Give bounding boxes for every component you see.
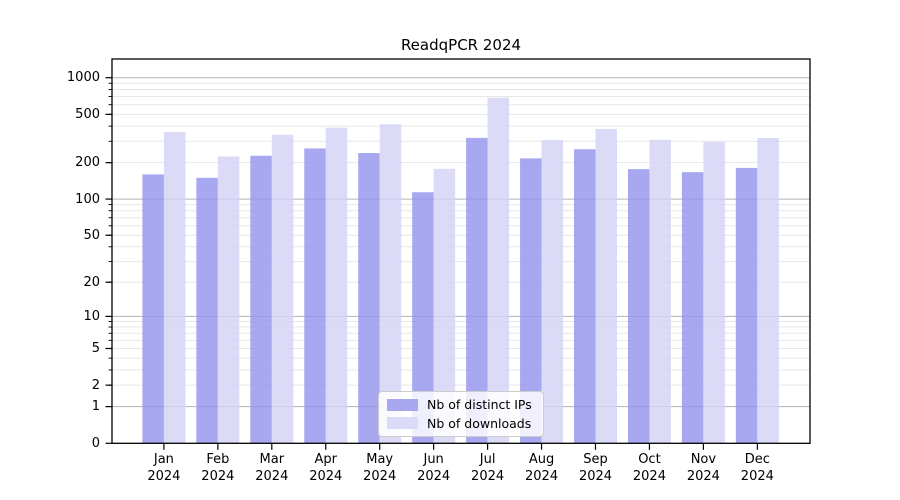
bar-ips-oct	[627, 169, 650, 444]
bar-downloads-jun	[433, 168, 456, 444]
bar-ips-sep	[574, 149, 596, 444]
bar-downloads-aug	[541, 140, 564, 444]
y-tick-label-0: 0	[91, 435, 100, 451]
x-tick-label-jan: Jan 2024	[147, 452, 181, 484]
legend-item-downloads: Nb of downloads	[387, 416, 535, 431]
x-tick-label-jul: Jul 2024	[471, 452, 505, 484]
x-tick-label-aug: Aug 2024	[525, 452, 559, 484]
bar-ips-may	[358, 153, 380, 444]
x-tick-label-dec: Dec 2024	[740, 452, 774, 484]
y-tick-label-100: 100	[75, 191, 100, 207]
bar-ips-mar	[250, 155, 272, 444]
bar-downloads-may	[379, 124, 402, 444]
bar-downloads-sep	[595, 128, 617, 444]
y-tick-label-10: 10	[83, 308, 100, 324]
x-tick-label-apr: Apr 2024	[309, 452, 343, 484]
legend-swatch-distinct-ips	[387, 398, 418, 411]
y-tick-label-2: 2	[91, 377, 100, 393]
bar-ips-jan	[142, 174, 164, 444]
x-tick-label-feb: Feb 2024	[201, 452, 235, 484]
y-tick-label-50: 50	[83, 227, 100, 243]
legend-label-downloads: Nb of downloads	[427, 415, 532, 431]
y-tick-label-200: 200	[75, 155, 100, 171]
x-tick-label-may: May 2024	[363, 452, 397, 484]
x-tick-label-jun: Jun 2024	[417, 452, 451, 484]
bar-ips-feb	[196, 177, 218, 444]
y-tick-label-500: 500	[75, 106, 100, 122]
bar-ips-dec	[735, 167, 758, 444]
axis-frame	[111, 58, 811, 444]
x-tick-label-nov: Nov 2024	[686, 452, 720, 484]
legend: Nb of distinct IPs Nb of downloads	[378, 391, 544, 437]
bar-downloads-mar	[271, 134, 294, 444]
y-tick-label-20: 20	[83, 274, 100, 290]
bar-downloads-dec	[757, 138, 779, 444]
x-tick-label-sep: Sep 2024	[578, 452, 613, 484]
bar-downloads-jan	[163, 132, 186, 444]
legend-item-distinct-ips: Nb of distinct IPs	[387, 397, 535, 412]
bar-ips-nov	[681, 172, 704, 444]
bar-ips-jun	[412, 192, 434, 444]
bar-downloads-oct	[649, 139, 671, 444]
bar-ips-jul	[466, 137, 488, 444]
x-tick-label-mar: Mar 2024	[255, 452, 289, 484]
legend-swatch-downloads	[387, 417, 418, 430]
bar-downloads-jul	[487, 97, 510, 444]
y-tick-label-1000: 1000	[66, 70, 100, 86]
y-tick-label-5: 5	[91, 340, 100, 356]
bar-ips-apr	[304, 148, 326, 444]
legend-label-distinct-ips: Nb of distinct IPs	[427, 397, 532, 413]
y-tick-label-1: 1	[91, 399, 100, 415]
x-tick-label-oct: Oct 2024	[632, 452, 666, 484]
bar-downloads-feb	[217, 156, 240, 444]
bar-downloads-nov	[703, 141, 725, 444]
chart-title: ReadqPCR 2024	[400, 36, 522, 54]
bar-downloads-apr	[325, 127, 348, 444]
bar-ips-aug	[520, 158, 542, 444]
